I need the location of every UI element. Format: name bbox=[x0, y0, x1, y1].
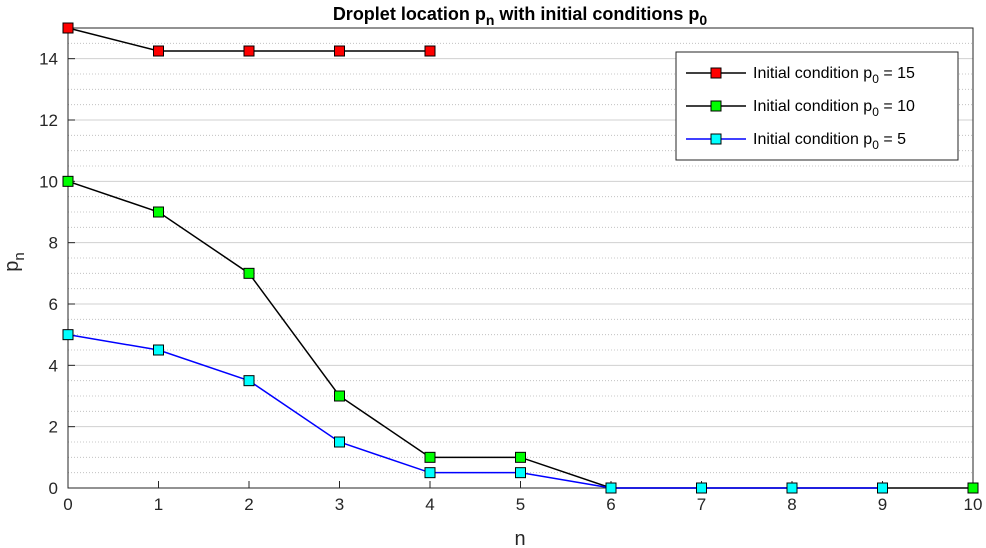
legend: Initial condition p0 = 15 Initial conditi… bbox=[675, 51, 959, 161]
chart-title: Droplet location pn with initial conditi… bbox=[333, 4, 708, 28]
x-tick-label: 6 bbox=[606, 495, 615, 514]
x-tick-label: 10 bbox=[964, 495, 983, 514]
data-point bbox=[877, 482, 888, 494]
x-axis-label: n bbox=[514, 528, 525, 548]
legend-entry: Initial condition p0 = 10 bbox=[686, 98, 915, 119]
y-tick-label: 10 bbox=[39, 172, 58, 191]
data-point bbox=[243, 375, 255, 387]
legend-marker bbox=[710, 100, 722, 112]
legend-label: Initial condition p0 = 5 bbox=[753, 131, 906, 152]
x-tick-label: 0 bbox=[63, 495, 72, 514]
x-tick-label: 1 bbox=[154, 495, 163, 514]
data-point bbox=[605, 482, 617, 494]
data-point bbox=[515, 467, 526, 479]
x-tick-label: 8 bbox=[787, 495, 796, 514]
x-tick-label: 3 bbox=[335, 495, 344, 514]
data-point bbox=[424, 45, 436, 57]
data-point bbox=[696, 482, 707, 494]
data-point bbox=[967, 482, 979, 494]
legend-label: Initial condition p0 = 15 bbox=[753, 65, 915, 86]
y-tick-label: 14 bbox=[39, 50, 58, 69]
data-point bbox=[786, 482, 798, 494]
y-tick-label: 2 bbox=[49, 418, 58, 437]
series-line bbox=[67, 333, 883, 489]
data-point bbox=[515, 451, 526, 463]
data-point bbox=[153, 344, 164, 356]
y-tick-label: 12 bbox=[39, 111, 58, 130]
y-axis-label: pn bbox=[1, 252, 28, 271]
data-point bbox=[62, 175, 74, 187]
data-point bbox=[424, 451, 436, 463]
series-layer bbox=[62, 22, 979, 494]
legend-entry: Initial condition p0 = 5 bbox=[686, 131, 906, 152]
data-point bbox=[153, 45, 164, 57]
y-tick-label: 4 bbox=[49, 356, 58, 375]
legend-marker bbox=[710, 133, 722, 145]
y-tick-label: 6 bbox=[49, 295, 58, 314]
data-point bbox=[334, 436, 345, 448]
x-tick-label: 7 bbox=[697, 495, 706, 514]
x-tick-label: 2 bbox=[244, 495, 253, 514]
data-point bbox=[62, 329, 74, 341]
y-tick-label: 8 bbox=[49, 234, 58, 253]
minor-grid bbox=[68, 27, 973, 474]
x-tick-label: 5 bbox=[516, 495, 525, 514]
data-point bbox=[424, 467, 436, 479]
x-tick-label: 4 bbox=[425, 495, 434, 514]
series-1 bbox=[62, 22, 436, 57]
data-point bbox=[62, 22, 74, 34]
legend-entry: Initial condition p0 = 15 bbox=[686, 65, 915, 86]
legend-marker bbox=[710, 67, 722, 79]
data-point bbox=[334, 390, 345, 402]
legend-label: Initial condition p0 = 10 bbox=[753, 98, 915, 119]
series-3 bbox=[62, 329, 888, 494]
y-tick-label: 0 bbox=[49, 479, 58, 498]
data-point bbox=[153, 206, 164, 218]
data-point bbox=[243, 267, 255, 279]
data-point bbox=[334, 45, 345, 57]
data-point bbox=[243, 45, 255, 57]
x-tick-label: 9 bbox=[878, 495, 887, 514]
